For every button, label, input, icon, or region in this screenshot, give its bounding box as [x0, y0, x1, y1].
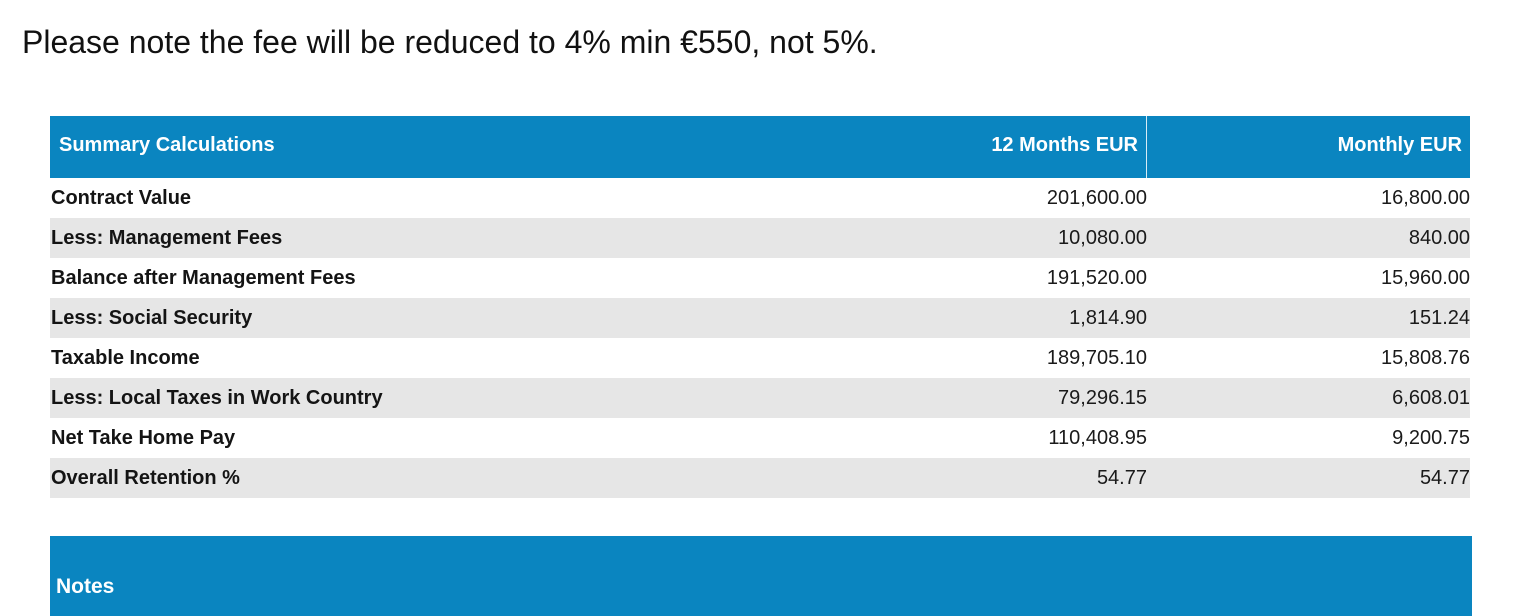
row-12-months-value: 1,814.90 [1069, 306, 1147, 329]
table-header-row: Summary Calculations 12 Months EUR Month… [50, 116, 1470, 178]
row-12-months-value: 10,080.00 [1058, 226, 1147, 249]
row-label: Less: Social Security [51, 306, 253, 329]
row-label: Less: Management Fees [51, 226, 283, 249]
row-label: Net Take Home Pay [51, 426, 236, 449]
row-monthly-value: 15,960.00 [1381, 266, 1470, 289]
table-row: Taxable Income 189,705.10 15,808.76 [50, 338, 1470, 378]
row-12-months-value: 110,408.95 [1048, 426, 1147, 449]
row-monthly-value: 16,800.00 [1381, 186, 1470, 209]
summary-calculations-table: Summary Calculations 12 Months EUR Month… [50, 116, 1470, 498]
header-monthly-eur: Monthly EUR [1337, 133, 1462, 156]
row-12-months-value: 191,520.00 [1046, 266, 1147, 289]
row-12-months-value: 201,600.00 [1046, 186, 1147, 209]
row-label: Less: Local Taxes in Work Country [51, 386, 383, 409]
fee-notice-text: Please note the fee will be reduced to 4… [22, 24, 878, 60]
row-monthly-value: 6,608.01 [1392, 386, 1470, 409]
row-label: Contract Value [51, 186, 192, 209]
row-label: Balance after Management Fees [51, 266, 356, 289]
table-row: Less: Social Security 1,814.90 151.24 [50, 298, 1470, 338]
header-12-months-eur: 12 Months EUR [852, 116, 1147, 178]
table-row: Balance after Management Fees 191,520.00… [50, 258, 1470, 298]
notes-section-header: Notes [50, 536, 1472, 616]
row-12-months-value: 79,296.15 [1058, 386, 1147, 409]
row-label: Overall Retention % [51, 466, 240, 489]
table-row: Net Take Home Pay 110,408.95 9,200.75 [50, 418, 1470, 458]
table-row: Overall Retention % 54.77 54.77 [50, 458, 1470, 498]
row-monthly-value: 840.00 [1408, 226, 1470, 249]
header-summary-calculations: Summary Calculations [59, 133, 275, 156]
table-row: Contract Value 201,600.00 16,800.00 [50, 178, 1470, 218]
row-monthly-value: 9,200.75 [1392, 426, 1470, 449]
row-monthly-value: 15,808.76 [1381, 346, 1470, 369]
table-row: Less: Management Fees 10,080.00 840.00 [50, 218, 1470, 258]
row-label: Taxable Income [51, 346, 200, 369]
row-monthly-value: 151.24 [1408, 306, 1470, 329]
table-body: Contract Value 201,600.00 16,800.00 Less… [50, 178, 1470, 498]
notes-title: Notes [56, 575, 115, 598]
table-row: Less: Local Taxes in Work Country 79,296… [50, 378, 1470, 418]
row-12-months-value: 189,705.10 [1046, 346, 1147, 369]
row-monthly-value: 54.77 [1419, 466, 1470, 489]
row-12-months-value: 54.77 [1096, 466, 1147, 489]
